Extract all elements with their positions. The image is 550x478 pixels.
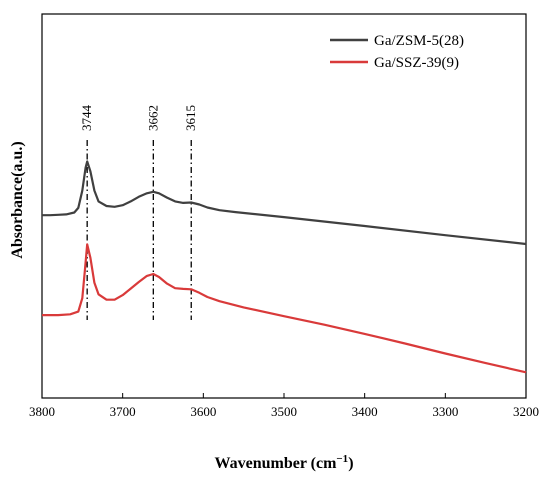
- x-tick-label: 3500: [271, 404, 297, 419]
- x-tick-label: 3700: [110, 404, 136, 419]
- series-lines: [42, 160, 527, 374]
- x-axis-title-superscript: −1: [336, 453, 348, 465]
- y-axis-title: Absorbance(a.u.): [9, 141, 26, 258]
- peak-label: 3744: [79, 105, 94, 132]
- legend: Ga/ZSM-5(28) Ga/SSZ-39(9): [330, 33, 464, 71]
- series-line: [42, 243, 527, 374]
- x-axis-tick-labels: 3800 3700 3600 3500 3400 3300 3200: [29, 404, 539, 419]
- series-line: [42, 160, 527, 246]
- peak-label: 3615: [183, 105, 198, 131]
- x-tick-label: 3800: [29, 404, 55, 419]
- x-tick-label: 3400: [352, 404, 378, 419]
- x-tick-label: 3600: [190, 404, 216, 419]
- x-axis-title: Wavenumber (cm−1): [214, 453, 353, 472]
- peak-annotations: 3744 3662 3615: [79, 105, 198, 320]
- x-tick-label: 3200: [513, 404, 539, 419]
- legend-label: Ga/SSZ-39(9): [374, 55, 459, 71]
- x-tick-label: 3300: [432, 404, 458, 419]
- x-axis-ticks: [41, 393, 527, 398]
- legend-label: Ga/ZSM-5(28): [374, 33, 464, 49]
- peak-label: 3662: [145, 105, 160, 131]
